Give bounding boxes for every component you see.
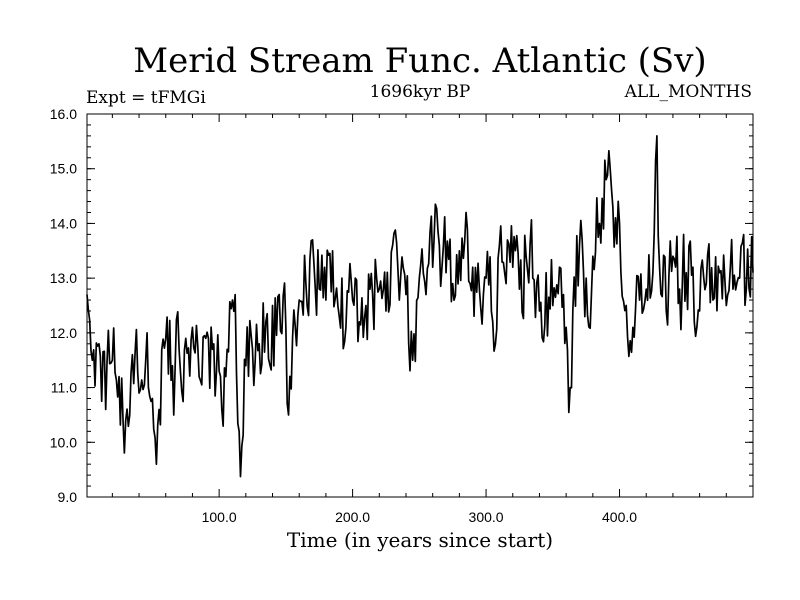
months-label: ALL_MONTHS <box>624 82 752 102</box>
x-tick-label: 400.0 <box>602 509 637 525</box>
series-line <box>86 135 754 478</box>
y-tick-label: 14.0 <box>50 215 77 231</box>
y-tick-label: 9.0 <box>58 489 78 505</box>
y-tick-label: 13.0 <box>50 270 77 286</box>
y-tick-label: 15.0 <box>50 161 77 177</box>
y-tick-label: 10.0 <box>50 434 77 450</box>
experiment-label: Expt = tFMGi <box>86 88 206 108</box>
x-tick-label: 100.0 <box>202 509 237 525</box>
chart-title: Merid Stream Func. Atlantic (Sv) <box>133 41 706 81</box>
y-axis: 9.0 10.0 11.0 12.0 13.0 14.0 15.0 16.0 <box>50 106 753 505</box>
x-tick-label: 200.0 <box>335 509 370 525</box>
plot-frame <box>86 113 754 498</box>
x-tick-label: 300.0 <box>469 509 504 525</box>
y-tick-label: 12.0 <box>50 325 77 341</box>
x-axis-label: Time (in years since start) <box>287 528 553 552</box>
x-axis: 100.0 200.0 300.0 400.0 <box>111 114 727 525</box>
y-tick-label: 16.0 <box>50 106 77 122</box>
y-tick-label: 11.0 <box>51 380 77 396</box>
period-label: 1696kyr BP <box>370 82 471 102</box>
